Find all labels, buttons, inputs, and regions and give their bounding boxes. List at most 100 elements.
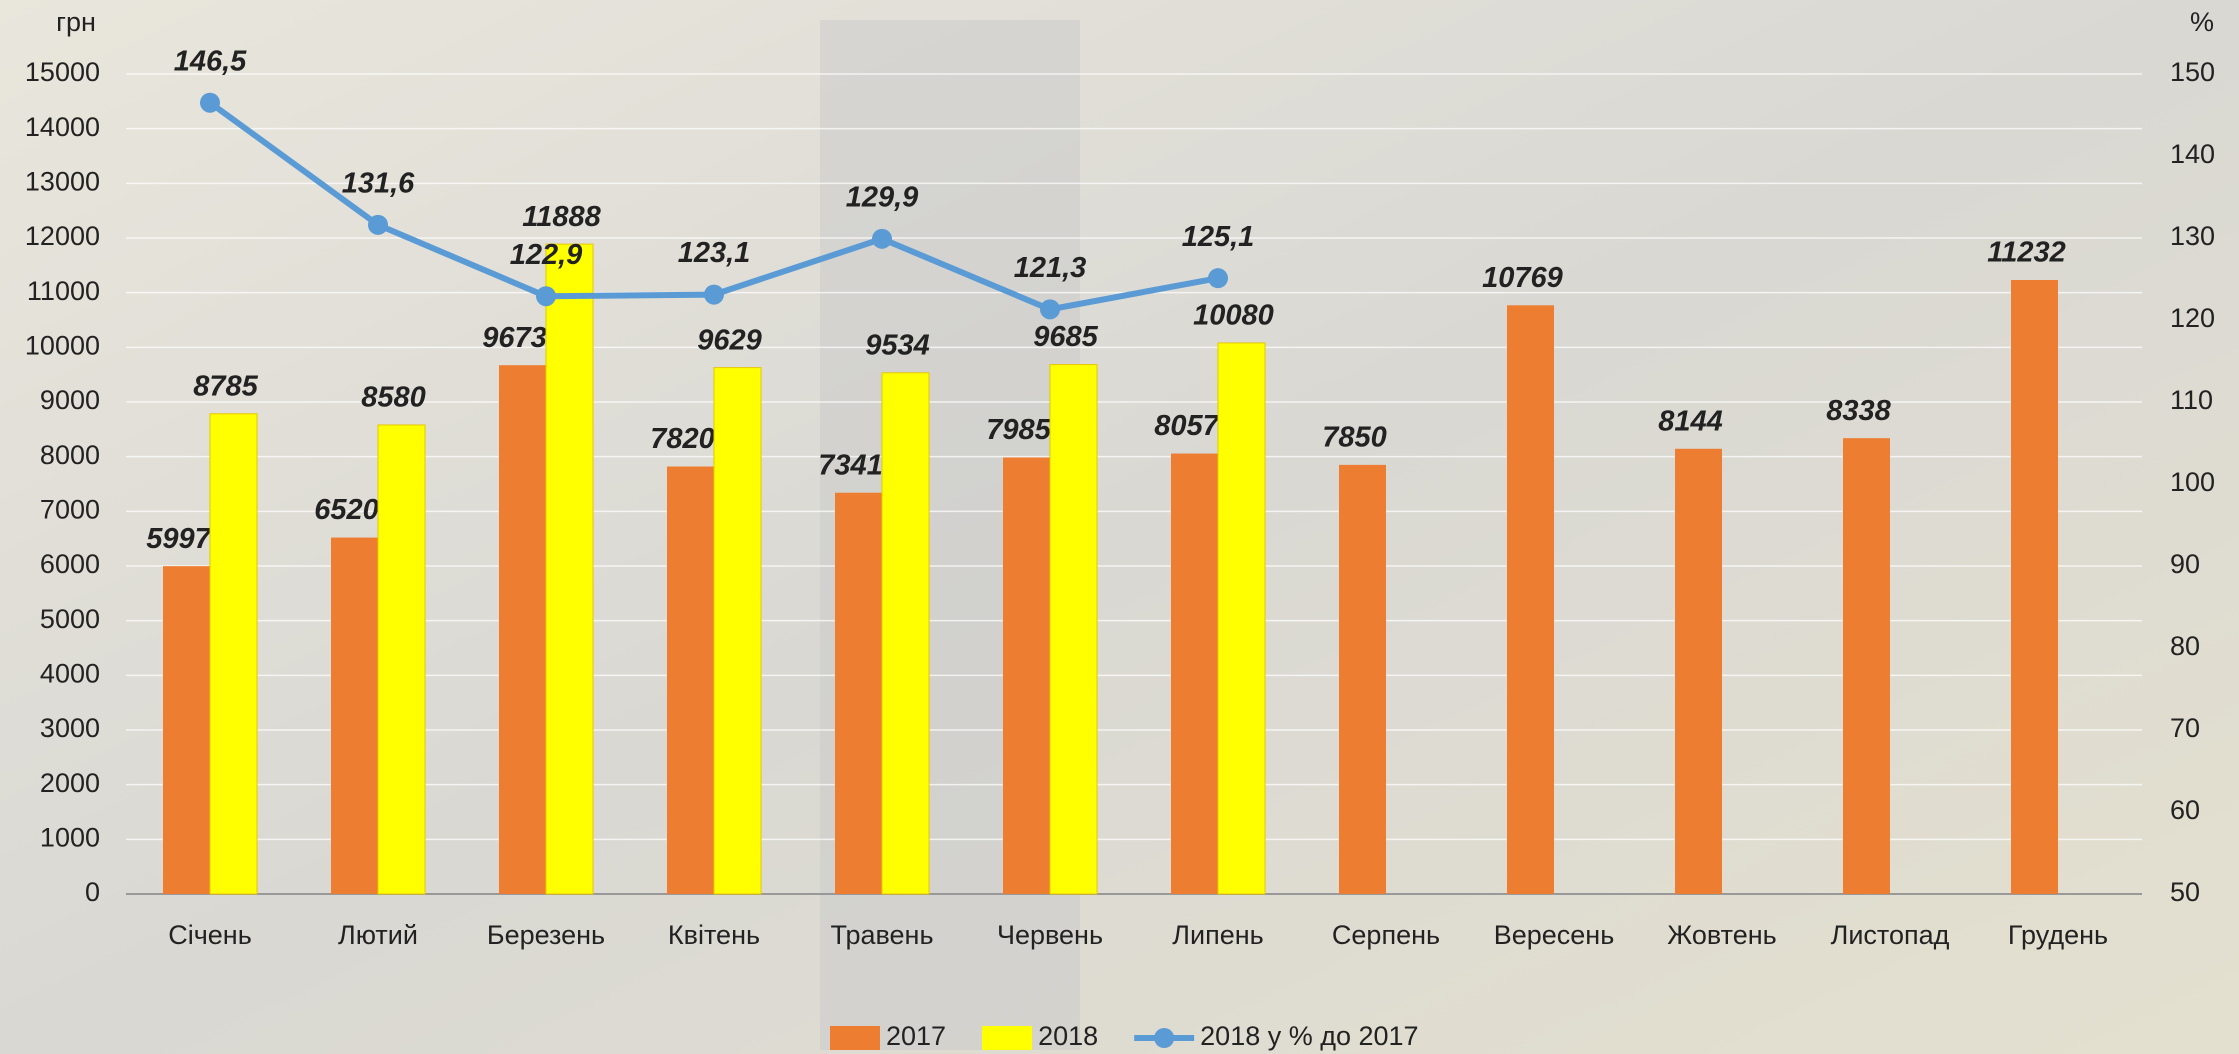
x-tick-label: Травень	[830, 920, 933, 950]
bar	[1507, 305, 1554, 894]
y2-tick-label: 60	[2170, 795, 2200, 825]
y2-tick-label: 150	[2170, 57, 2215, 87]
y-tick-label: 1000	[40, 822, 100, 852]
legend-label: 2018	[1038, 1021, 1098, 1051]
y2-tick-label: 120	[2170, 303, 2215, 333]
y2-tick-label: 70	[2170, 713, 2200, 743]
y2-tick-label: 110	[2170, 385, 2213, 415]
value-label: 9685	[1033, 321, 1098, 353]
x-tick-label: Січень	[168, 920, 252, 950]
background	[0, 0, 2239, 1054]
chart: грн % 0 1000 2000 3000 4000 5000 6000 7000 8000 9…	[0, 0, 2239, 1054]
y2-tick-label: 50	[2170, 877, 2200, 907]
y-tick-label: 11000	[27, 276, 100, 306]
legend-swatch	[1154, 1028, 1174, 1048]
bar	[1003, 457, 1050, 894]
line-point	[536, 286, 556, 306]
x-tick-label: Жовтень	[1667, 920, 1776, 950]
value-label: 9629	[697, 324, 762, 356]
line-point	[872, 229, 892, 249]
value-label: 122,9	[510, 239, 583, 271]
value-label: 5997	[146, 523, 212, 555]
y2-tick-label: 130	[2170, 221, 2215, 251]
page: грн % 0 1000 2000 3000 4000 5000 6000 7000 8000 9…	[0, 0, 2239, 1054]
bar	[499, 365, 546, 894]
y-tick-label: 7000	[40, 494, 100, 524]
y2-tick-label: 140	[2170, 139, 2215, 169]
value-label: 11888	[522, 201, 601, 233]
x-tick-label: Лютий	[338, 920, 418, 950]
legend-label: 2018 у % до 2017	[1200, 1021, 1418, 1051]
value-label: 8785	[193, 370, 258, 402]
bar	[1171, 454, 1218, 894]
legend-label: 2017	[886, 1021, 946, 1051]
bar	[331, 538, 378, 894]
y-tick-label: 0	[85, 877, 100, 907]
bar	[667, 467, 714, 894]
y-tick-label: 5000	[40, 604, 100, 634]
y-tick-label: 12000	[25, 221, 100, 251]
line-point	[200, 93, 220, 113]
y-tick-label: 10000	[25, 330, 100, 360]
bar	[546, 244, 593, 894]
y-tick-label: 13000	[25, 166, 100, 196]
value-label: 7850	[1322, 422, 1387, 454]
bar	[714, 368, 761, 894]
value-label: 125,1	[1182, 221, 1255, 253]
value-label: 8144	[1658, 405, 1723, 437]
bar	[210, 414, 257, 894]
legend-swatch	[830, 1026, 880, 1050]
x-tick-label: Серпень	[1332, 920, 1440, 950]
y-tick-label: 4000	[40, 658, 100, 688]
value-label: 9534	[865, 329, 930, 361]
bar	[1050, 365, 1097, 894]
value-label: 8338	[1826, 395, 1891, 427]
y2-unit: %	[2190, 7, 2214, 37]
value-label: 123,1	[678, 237, 751, 269]
x-tick-label: Липень	[1172, 920, 1263, 950]
y2-tick-label: 90	[2170, 549, 2200, 579]
x-tick-label: Червень	[997, 920, 1103, 950]
x-tick-label: Листопад	[1831, 920, 1950, 950]
value-label: 7985	[986, 414, 1051, 446]
bar	[2011, 280, 2058, 894]
legend-swatch	[982, 1026, 1032, 1050]
y-tick-label: 8000	[40, 440, 100, 470]
value-label: 6520	[314, 494, 379, 526]
value-label: 8580	[361, 382, 426, 414]
value-label: 10080	[1193, 300, 1274, 332]
y-tick-label: 15000	[25, 57, 100, 87]
y-tick-label: 14000	[25, 112, 100, 142]
bar	[1218, 343, 1265, 894]
value-label: 146,5	[174, 45, 247, 77]
y-unit: грн	[56, 7, 96, 37]
bar	[1339, 465, 1386, 894]
line-point	[1040, 299, 1060, 319]
value-label: 129,9	[846, 181, 919, 213]
y-tick-label: 9000	[40, 385, 100, 415]
bar	[882, 373, 929, 894]
line-point	[704, 285, 724, 305]
value-label: 11232	[1987, 237, 2066, 269]
x-tick-label: Грудень	[2008, 920, 2108, 950]
x-tick-label: Березень	[487, 920, 605, 950]
value-label: 8057	[1154, 410, 1220, 442]
bar	[378, 425, 425, 894]
value-label: 7341	[818, 449, 883, 481]
bar	[1843, 438, 1890, 894]
bar	[1675, 449, 1722, 894]
y2-tick-label: 100	[2170, 467, 2215, 497]
x-tick-label: Вересень	[1494, 920, 1615, 950]
line-point	[1208, 268, 1228, 288]
bar	[163, 566, 210, 894]
value-label: 9673	[482, 322, 547, 354]
line-point	[368, 215, 388, 235]
bar	[835, 493, 882, 894]
y2-tick-label: 80	[2170, 631, 2200, 661]
x-tick-label: Квітень	[668, 920, 760, 950]
value-label: 131,6	[342, 168, 415, 200]
y-tick-label: 6000	[40, 549, 100, 579]
y-tick-label: 2000	[40, 768, 100, 798]
y-tick-label: 3000	[40, 713, 100, 743]
value-label: 10769	[1482, 262, 1563, 294]
